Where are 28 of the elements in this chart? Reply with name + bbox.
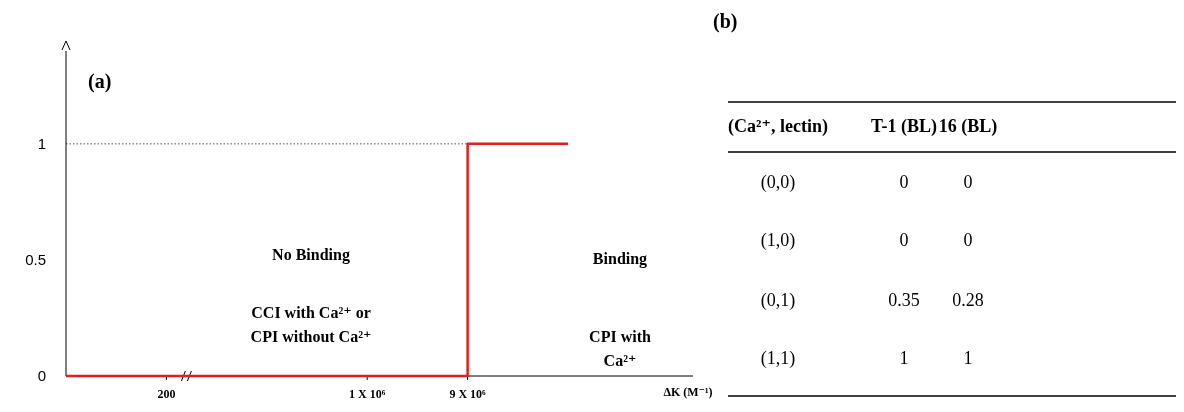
- y-tick-label: (1,0): [760, 230, 796, 251]
- y-tick-label: (0,0): [760, 172, 796, 193]
- annotation: No Binding: [272, 246, 350, 264]
- y-tick-label: (1,1): [760, 348, 796, 369]
- x-tick-label: 1 X 10⁶: [349, 387, 386, 401]
- data-label: 0: [899, 230, 909, 250]
- y-tick-label: 0: [37, 367, 46, 385]
- data-label: 1: [899, 348, 909, 368]
- annotation: CCI with Ca²⁺ or CPI without Ca²⁺: [250, 304, 372, 345]
- x-tick-label: 16 (BL): [938, 116, 998, 137]
- y-tick-label: 0.5: [25, 251, 46, 269]
- annotation: Binding: [592, 250, 648, 268]
- data-label: 0: [963, 172, 973, 192]
- data-label: 0.28: [952, 290, 984, 310]
- y-tick-label: 1: [37, 135, 46, 153]
- x-axis-title: ΔK (M⁻¹): [663, 385, 713, 399]
- chart-title: (b): [713, 10, 738, 33]
- y-axis-title: (Ca²⁺, lectin): [728, 116, 828, 137]
- data-label: 0: [963, 230, 973, 250]
- data-label: 1: [963, 348, 973, 368]
- annotation: CPI with Ca²⁺: [589, 328, 651, 369]
- data-label: 0.35: [888, 290, 920, 310]
- data-label: 0: [899, 172, 909, 192]
- x-tick-label: 9 X 10⁶: [449, 387, 487, 401]
- x-tick-label: T-1 (BL): [871, 116, 937, 137]
- y-tick-label: (0,1): [760, 290, 796, 311]
- x-tick-label: 200: [157, 387, 176, 401]
- text: (a): [88, 70, 112, 93]
